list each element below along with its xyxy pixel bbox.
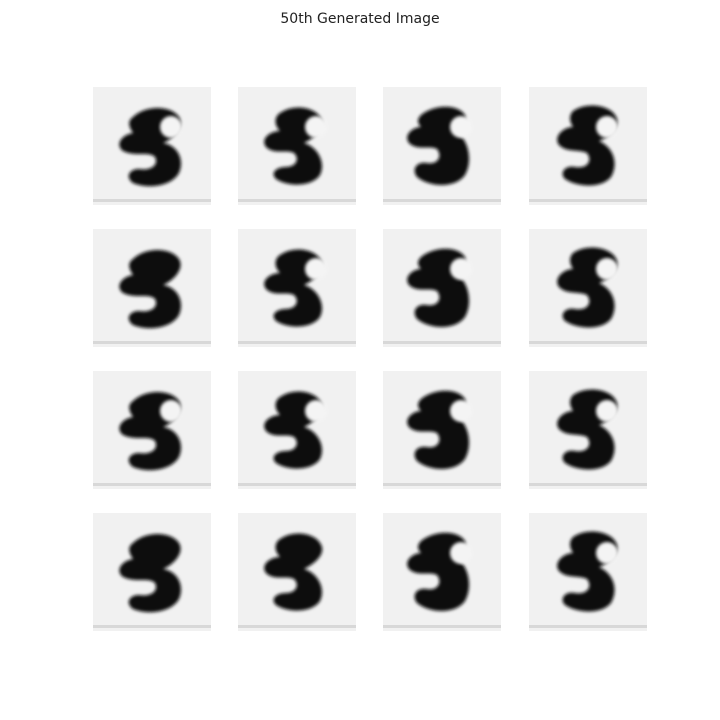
generated-sample [383, 229, 501, 347]
generated-sample [238, 87, 356, 205]
digit-blob-image [93, 534, 211, 628]
digit-blob-image [529, 105, 647, 202]
digit-blob [119, 534, 182, 613]
tile-edge-noise [529, 341, 647, 344]
digit-blob-image [93, 250, 211, 344]
digit-blob-image [238, 533, 356, 628]
tile-edge-noise [529, 199, 647, 202]
digit-blob [264, 533, 323, 611]
figure-title: 50th Generated Image [280, 11, 440, 27]
tile-edge-noise [383, 483, 501, 486]
tile-edge-noise [238, 483, 356, 486]
generated-sample [238, 371, 356, 489]
digit-blob-image [383, 390, 501, 486]
blob-highlight [596, 116, 618, 138]
tile-edge-noise [238, 625, 356, 628]
tile-edge-noise [93, 341, 211, 344]
generated-sample [383, 87, 501, 205]
generated-sample [93, 513, 211, 631]
tile-edge-noise [93, 199, 211, 202]
blob-highlight [596, 258, 618, 280]
digit-blob-image [238, 391, 356, 486]
generated-sample [383, 371, 501, 489]
blob-highlight [450, 116, 472, 138]
tile-edge-noise [529, 625, 647, 628]
tile-edge-noise [383, 625, 501, 628]
blob-highlight [305, 116, 327, 138]
generated-sample [529, 87, 647, 205]
blob-highlight [160, 116, 182, 138]
generated-sample [238, 513, 356, 631]
blob-highlight [450, 258, 472, 280]
digit-blob-image [383, 106, 501, 202]
blob-highlight [450, 542, 472, 564]
tile-edge-noise [93, 483, 211, 486]
tile-edge-noise [383, 199, 501, 202]
digit-blob-image [383, 248, 501, 344]
tile-edge-noise [238, 341, 356, 344]
digit-blob-image [93, 392, 211, 486]
generated-sample [383, 513, 501, 631]
generated-sample [238, 229, 356, 347]
tile-edge-noise [238, 199, 356, 202]
blob-highlight [596, 542, 618, 564]
tile-edge-noise [529, 483, 647, 486]
digit-blob [119, 250, 182, 329]
digit-blob-image [529, 247, 647, 344]
blob-highlight [305, 258, 327, 280]
blob-highlight [450, 400, 472, 422]
generated-sample [529, 371, 647, 489]
digit-blob-image [238, 107, 356, 202]
tile-edge-noise [383, 341, 501, 344]
blob-highlight [305, 400, 327, 422]
generated-sample [93, 371, 211, 489]
blob-highlight [596, 400, 618, 422]
digit-blob-image [529, 389, 647, 486]
digit-blob-image [93, 108, 211, 202]
generated-sample [529, 513, 647, 631]
generated-sample [93, 87, 211, 205]
blob-highlight [160, 400, 182, 422]
tile-edge-noise [93, 625, 211, 628]
digit-blob-image [238, 249, 356, 344]
generated-sample [93, 229, 211, 347]
digit-blob-image [383, 532, 501, 628]
digit-blob-image [529, 531, 647, 628]
generated-sample [529, 229, 647, 347]
